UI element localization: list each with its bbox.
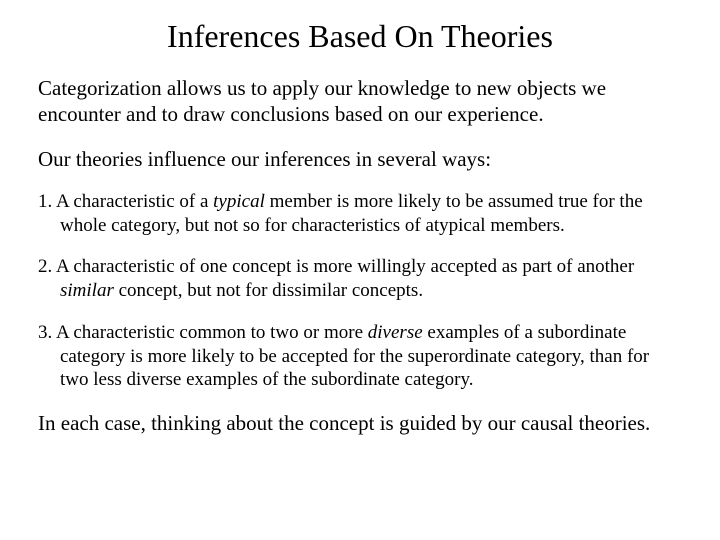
item-text-post: concept, but not for dissimilar concepts… <box>114 280 423 301</box>
item-text-pre: A characteristic of a <box>56 191 213 212</box>
list-item: 1. A characteristic of a typical member … <box>38 190 682 238</box>
item-text-pre: A characteristic common to two or more <box>56 322 368 343</box>
item-emphasis: diverse <box>368 322 423 343</box>
list-item: 3. A characteristic common to two or mor… <box>38 321 682 392</box>
item-text-pre: A characteristic of one concept is more … <box>56 256 634 277</box>
list-item: 2. A characteristic of one concept is mo… <box>38 255 682 303</box>
item-number: 1. <box>38 191 56 212</box>
item-number: 2. <box>38 256 56 277</box>
item-number: 3. <box>38 322 56 343</box>
item-emphasis: typical <box>213 191 265 212</box>
item-emphasis: similar <box>60 280 114 301</box>
intro-paragraph: Categorization allows us to apply our kn… <box>38 75 682 128</box>
lead-in-paragraph: Our theories influence our inferences in… <box>38 146 682 172</box>
closing-paragraph: In each case, thinking about the concept… <box>38 410 682 436</box>
slide-title: Inferences Based On Theories <box>38 18 682 55</box>
slide: Inferences Based On Theories Categorizat… <box>0 0 720 540</box>
numbered-list: 1. A characteristic of a typical member … <box>38 190 682 392</box>
